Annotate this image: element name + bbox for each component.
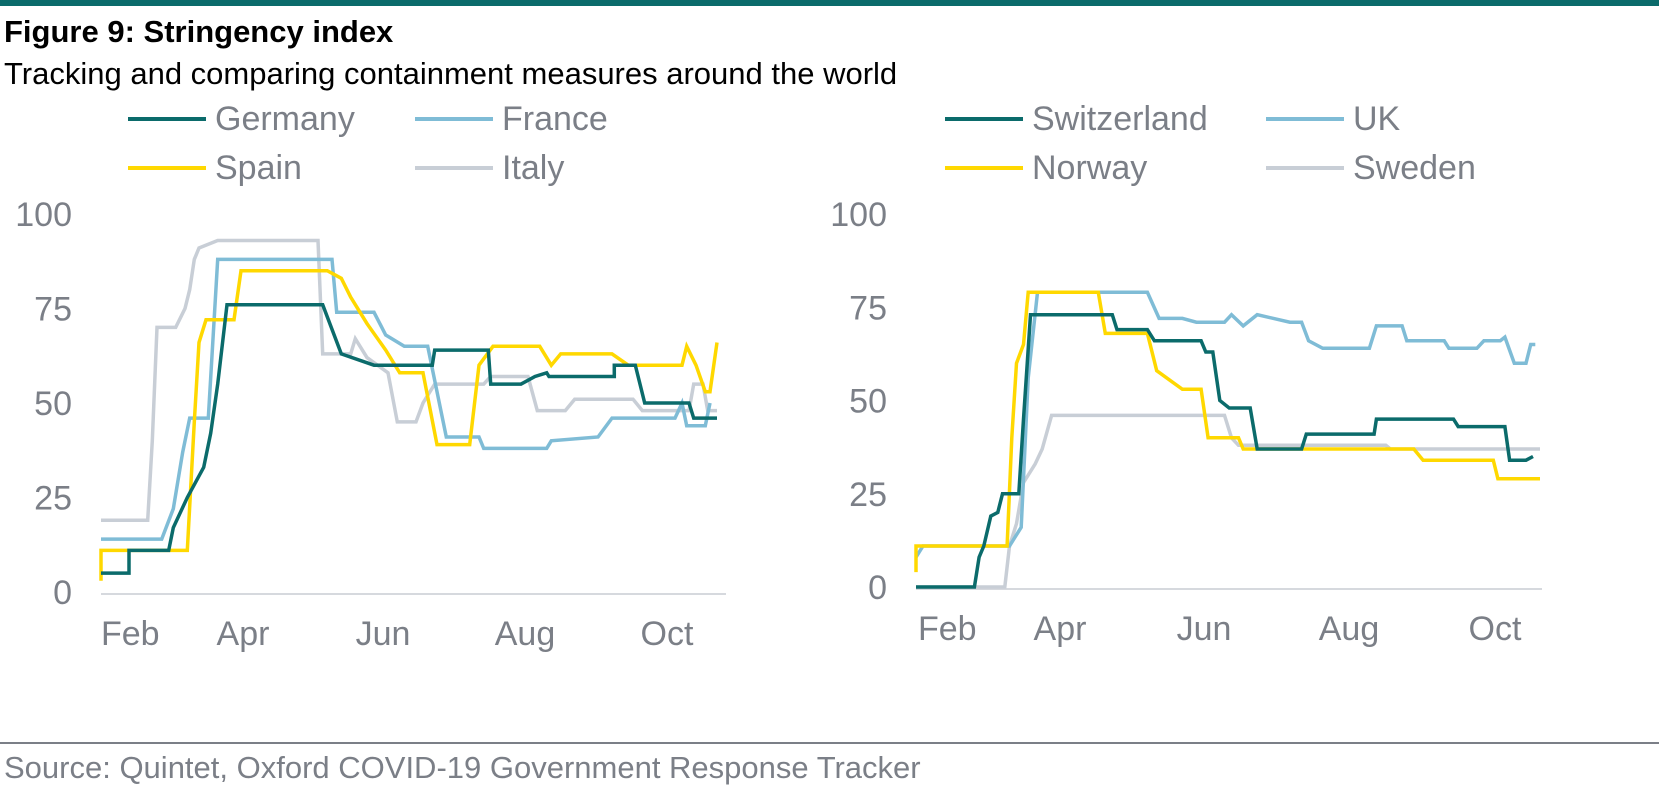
- series-line-spain: [99, 268, 719, 581]
- legend-swatch: [415, 166, 493, 170]
- figure-title: Figure 9: Stringency index: [4, 14, 394, 49]
- legend-label: Italy: [502, 148, 565, 187]
- legend-label: Spain: [215, 148, 302, 187]
- legend-label: France: [502, 99, 608, 138]
- legend-item: Norway: [945, 148, 1147, 188]
- y-tick-label: 0: [868, 569, 887, 607]
- legend-label: Germany: [215, 99, 355, 138]
- legend-swatch: [128, 166, 206, 170]
- bottom-rule: [0, 742, 1659, 744]
- x-tick-label: Aug: [1319, 610, 1380, 648]
- legend-item: Germany: [128, 99, 355, 139]
- y-tick-label: 50: [849, 383, 887, 421]
- legend-swatch: [945, 166, 1023, 170]
- x-tick-label: Feb: [918, 610, 977, 648]
- legend-label: Sweden: [1353, 148, 1476, 187]
- y-tick-label: 50: [34, 385, 72, 423]
- legend-swatch: [415, 117, 493, 121]
- legend-swatch: [128, 117, 206, 121]
- legend-item: Italy: [415, 148, 564, 188]
- x-tick-label: Aug: [495, 615, 556, 653]
- legend-item: Spain: [128, 148, 302, 188]
- legend-swatch: [1266, 166, 1344, 170]
- x-tick-label: Apr: [1034, 610, 1087, 648]
- x-tick-label: Jun: [356, 615, 411, 653]
- series-line-switzerland: [916, 312, 1534, 589]
- source-note: Source: Quintet, Oxford COVID-19 Governm…: [4, 750, 921, 785]
- figure-subtitle: Tracking and comparing containment measu…: [4, 56, 898, 91]
- x-tick-label: Jun: [1177, 610, 1232, 648]
- legend-item: Switzerland: [945, 99, 1208, 139]
- y-tick-label: 75: [34, 291, 72, 329]
- series-line-italy: [101, 238, 717, 522]
- legend-item: UK: [1266, 99, 1400, 139]
- legend-swatch: [945, 117, 1023, 121]
- series-line-france: [101, 257, 712, 541]
- y-tick-label: 25: [849, 476, 887, 514]
- y-tick-label: 0: [53, 574, 72, 612]
- legend-item: Sweden: [1266, 148, 1476, 188]
- legend-label: Switzerland: [1032, 99, 1208, 138]
- legend-label: Norway: [1032, 148, 1148, 187]
- legend-item: France: [415, 99, 608, 139]
- x-tick-label: Oct: [1469, 610, 1522, 648]
- top-rule: [0, 0, 1659, 6]
- legend-swatch: [1266, 117, 1344, 121]
- y-tick-label: 100: [830, 196, 887, 234]
- y-tick-label: 100: [15, 196, 72, 234]
- legend-label: UK: [1353, 99, 1401, 138]
- x-tick-label: Feb: [101, 615, 160, 653]
- series-line-germany: [101, 302, 717, 575]
- x-tick-label: Oct: [641, 615, 694, 653]
- x-tick-label: Apr: [217, 615, 270, 653]
- y-tick-label: 75: [849, 289, 887, 327]
- y-tick-label: 25: [34, 480, 72, 518]
- series-line-norway: [914, 290, 1540, 573]
